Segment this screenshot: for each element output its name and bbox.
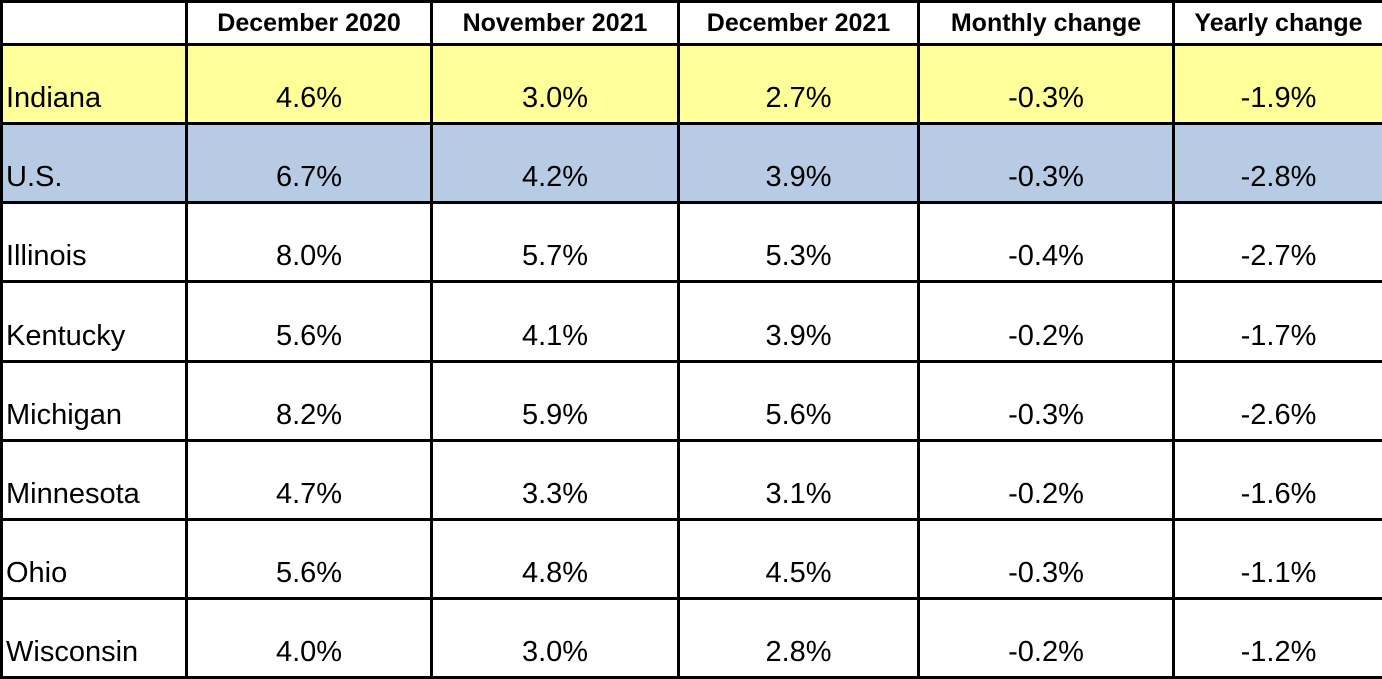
row-label: Indiana	[0, 42, 188, 126]
value-cell: 4.6%	[185, 42, 433, 126]
value-cell: 4.1%	[430, 280, 680, 363]
value-cell: 4.0%	[185, 596, 433, 679]
value-cell: 3.9%	[677, 280, 920, 363]
value-cell: 2.8%	[677, 596, 920, 679]
table-body: Indiana 4.6% 3.0% 2.7% -0.3% -1.9% U.S. …	[0, 42, 1382, 679]
value-cell: -2.8%	[1172, 122, 1382, 205]
value-cell: 4.5%	[677, 517, 920, 600]
value-cell: -1.9%	[1172, 42, 1382, 126]
value-cell: -1.7%	[1172, 280, 1382, 363]
header-cell-rowlabel	[0, 0, 188, 46]
value-cell: -0.2%	[917, 438, 1175, 521]
row-label: Ohio	[0, 517, 188, 600]
row-label: Kentucky	[0, 280, 188, 363]
value-cell: 3.0%	[430, 596, 680, 679]
row-label: Michigan	[0, 359, 188, 442]
value-cell: 4.2%	[430, 122, 680, 205]
value-cell: 3.1%	[677, 438, 920, 521]
value-cell: -0.3%	[917, 517, 1175, 600]
value-cell: -1.6%	[1172, 438, 1382, 521]
value-cell: -0.2%	[917, 596, 1175, 679]
header-cell-yearly-change: Yearly change	[1172, 0, 1382, 46]
value-cell: 3.9%	[677, 122, 920, 205]
value-cell: -0.3%	[917, 42, 1175, 126]
value-cell: 4.7%	[185, 438, 433, 521]
row-label: U.S.	[0, 122, 188, 205]
row-label: Wisconsin	[0, 596, 188, 679]
header-cell-december-2020: December 2020	[185, 0, 433, 46]
value-cell: 6.7%	[185, 122, 433, 205]
value-cell: -0.3%	[917, 359, 1175, 442]
value-cell: 3.3%	[430, 438, 680, 521]
header-cell-december-2021: December 2021	[677, 0, 920, 46]
value-cell: -1.2%	[1172, 596, 1382, 679]
value-cell: 5.6%	[185, 280, 433, 363]
value-cell: -2.6%	[1172, 359, 1382, 442]
row-label: Minnesota	[0, 438, 188, 521]
value-cell: 5.9%	[430, 359, 680, 442]
value-cell: 2.7%	[677, 42, 920, 126]
value-cell: -1.1%	[1172, 517, 1382, 600]
table-header: December 2020 November 2021 December 202…	[0, 0, 1382, 46]
value-cell: -0.4%	[917, 201, 1175, 284]
value-cell: 3.0%	[430, 42, 680, 126]
value-cell: -0.2%	[917, 280, 1175, 363]
row-label: Illinois	[0, 201, 188, 284]
value-cell: 5.6%	[185, 517, 433, 600]
header-cell-monthly-change: Monthly change	[917, 0, 1175, 46]
table-row: U.S. 6.7% 4.2% 3.9% -0.3% -2.8%	[0, 122, 1382, 205]
value-cell: 5.6%	[677, 359, 920, 442]
value-cell: 5.3%	[677, 201, 920, 284]
table-row: Wisconsin 4.0% 3.0% 2.8% -0.2% -1.2%	[0, 596, 1382, 679]
header-cell-november-2021: November 2021	[430, 0, 680, 46]
value-cell: -0.3%	[917, 122, 1175, 205]
table-row: Minnesota 4.7% 3.3% 3.1% -0.2% -1.6%	[0, 438, 1382, 521]
table-row: Michigan 8.2% 5.9% 5.6% -0.3% -2.6%	[0, 359, 1382, 442]
value-cell: 4.8%	[430, 517, 680, 600]
value-cell: 5.7%	[430, 201, 680, 284]
table-row: Indiana 4.6% 3.0% 2.7% -0.3% -1.9%	[0, 42, 1382, 126]
table-row: Illinois 8.0% 5.7% 5.3% -0.4% -2.7%	[0, 201, 1382, 284]
table-row: Kentucky 5.6% 4.1% 3.9% -0.2% -1.7%	[0, 280, 1382, 363]
value-cell: 8.2%	[185, 359, 433, 442]
value-cell: -2.7%	[1172, 201, 1382, 284]
header-row: December 2020 November 2021 December 202…	[0, 0, 1382, 46]
value-cell: 8.0%	[185, 201, 433, 284]
table-row: Ohio 5.6% 4.8% 4.5% -0.3% -1.1%	[0, 517, 1382, 600]
